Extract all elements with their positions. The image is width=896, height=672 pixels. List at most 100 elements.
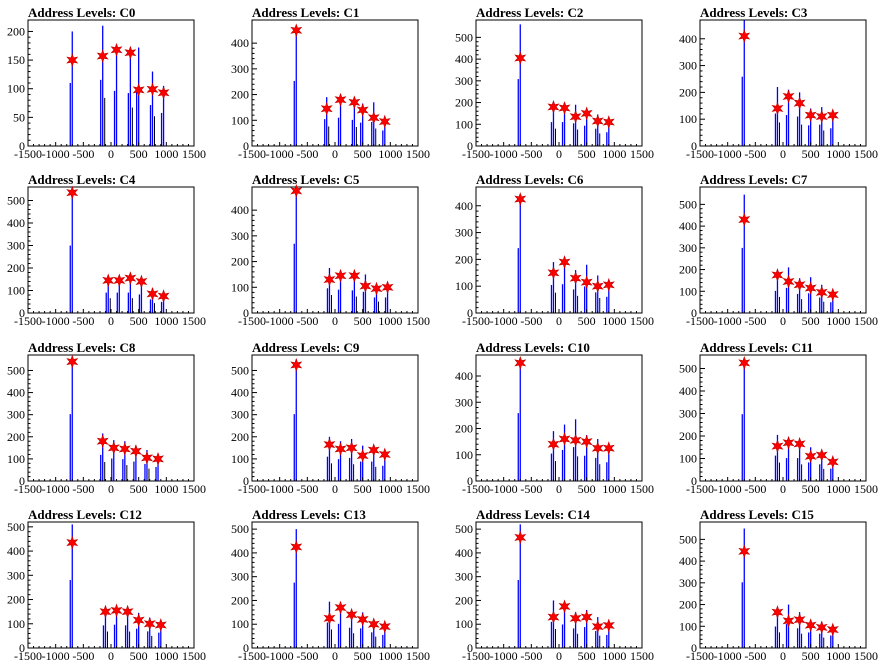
x-tick-label: 0 xyxy=(556,147,562,161)
y-tick-label: 0 xyxy=(19,306,25,320)
plot-frame xyxy=(251,19,419,147)
x-tick-label: 500 xyxy=(354,314,372,328)
x-tick-label: 0 xyxy=(332,147,338,161)
y-tick-label: 300 xyxy=(231,229,249,243)
chart-panel-0: Address Levels: C0 0 50 100 150 200 -1500 -1000… xyxy=(7,5,206,161)
y-tick-label: 300 xyxy=(679,59,697,73)
chart-panel-8: Address Levels: C80100200300400500-1500-… xyxy=(7,340,206,496)
y-tick-label: 400 xyxy=(679,32,697,46)
x-tick-label: 0 xyxy=(332,482,338,496)
peak-marker xyxy=(290,183,303,198)
x-tick-label: -500 xyxy=(72,649,94,663)
x-tick-label: -1500 xyxy=(238,147,266,161)
y-tick-label: 300 xyxy=(455,395,473,409)
x-tick-label: 1500 xyxy=(630,649,654,663)
y-tick-label: 400 xyxy=(679,554,697,568)
y-tick-label: 200 xyxy=(7,24,25,38)
markers-group xyxy=(738,29,839,124)
y-tick-label: 300 xyxy=(679,241,697,255)
peak-marker xyxy=(804,281,817,295)
y-tick-label: 100 xyxy=(679,112,697,126)
chart-panel-11: Address Levels: C11 0 100 200 300 400 500 -1500… xyxy=(679,340,878,496)
y-tick-label: 200 xyxy=(231,255,249,269)
peak-marker xyxy=(826,622,839,637)
peak-marker xyxy=(514,530,527,545)
x-tick-label: 1000 xyxy=(826,649,850,663)
x-tick-label: -1500 xyxy=(238,482,266,496)
peak-marker xyxy=(793,277,806,292)
peak-marker xyxy=(547,265,560,280)
y-tick-label: 400 xyxy=(455,199,473,213)
x-tick-label: 0 xyxy=(780,649,786,663)
peak-marker xyxy=(782,89,795,104)
peak-marker xyxy=(569,611,582,626)
peak-marker xyxy=(113,273,126,288)
chart-title: Address Levels: C10 xyxy=(476,340,590,355)
bars-group xyxy=(741,359,834,481)
x-tick-label: -500 xyxy=(744,314,766,328)
chart-title: Address Levels: C3 xyxy=(700,5,808,20)
x-tick-label: 0 xyxy=(332,314,338,328)
y-tick-label: 400 xyxy=(7,216,25,230)
x-tick-label: 1500 xyxy=(182,314,206,328)
x-tick-label: 500 xyxy=(802,314,820,328)
x-tick-label: 1500 xyxy=(630,314,654,328)
y-tick-label: 400 xyxy=(231,546,249,560)
y-tick-label: 200 xyxy=(455,593,473,607)
y-tick-label: 200 xyxy=(231,593,249,607)
x-tick-label: 1500 xyxy=(630,482,654,496)
bars-group xyxy=(293,27,386,146)
x-tick-label: 500 xyxy=(354,147,372,161)
peak-marker xyxy=(804,449,817,464)
x-tick-label: -500 xyxy=(520,314,542,328)
y-tick-label: 0 xyxy=(19,139,25,153)
x-tick-label: 1000 xyxy=(154,314,178,328)
peak-marker xyxy=(102,273,115,288)
peak-marker xyxy=(290,540,303,554)
peak-marker xyxy=(738,212,751,227)
y-tick-label: 500 xyxy=(455,522,473,536)
peak-marker xyxy=(547,99,560,114)
y-tick-label: 0 xyxy=(691,641,697,655)
chart-title: Address Levels: C12 xyxy=(28,507,142,522)
markers-group xyxy=(514,530,615,634)
y-tick-label: 0 xyxy=(19,641,25,655)
bars-group xyxy=(741,194,834,313)
peak-marker xyxy=(348,268,361,283)
y-tick-label: 50 xyxy=(13,110,25,124)
x-tick-label: -500 xyxy=(744,482,766,496)
x-tick-label: 1500 xyxy=(406,649,430,663)
y-tick-label: 200 xyxy=(7,261,25,275)
x-tick-label: -1500 xyxy=(462,649,490,663)
y-tick-label: 300 xyxy=(7,408,25,422)
peak-marker xyxy=(143,616,156,631)
peak-marker xyxy=(124,45,137,60)
peak-marker xyxy=(738,29,751,44)
markers-group xyxy=(290,183,394,296)
peak-marker xyxy=(96,49,109,63)
y-tick-label: 0 xyxy=(243,474,249,488)
y-tick-label: 100 xyxy=(679,619,697,633)
x-tick-label: 500 xyxy=(578,649,596,663)
y-tick-label: 200 xyxy=(7,430,25,444)
x-tick-label: 0 xyxy=(780,147,786,161)
plot-frame xyxy=(251,354,419,482)
chart-title: Address Levels: C5 xyxy=(252,172,360,187)
x-tick-label: 1000 xyxy=(602,314,626,328)
peak-marker xyxy=(66,535,79,550)
x-tick-label: -1000 xyxy=(490,649,518,663)
peak-marker xyxy=(124,271,137,286)
peak-marker xyxy=(378,447,391,462)
chart-title: Address Levels: C8 xyxy=(28,340,136,355)
x-tick-label: -500 xyxy=(744,147,766,161)
markers-group xyxy=(66,42,170,100)
y-tick-label: 100 xyxy=(679,452,697,466)
x-tick-label: 1000 xyxy=(378,649,402,663)
peak-marker xyxy=(826,454,839,469)
y-tick-label: 500 xyxy=(231,363,249,377)
x-tick-label: 1500 xyxy=(854,314,878,328)
y-tick-label: 200 xyxy=(455,422,473,436)
x-tick-label: -500 xyxy=(72,314,94,328)
x-tick-label: 1500 xyxy=(854,649,878,663)
plot-frame xyxy=(475,186,643,314)
